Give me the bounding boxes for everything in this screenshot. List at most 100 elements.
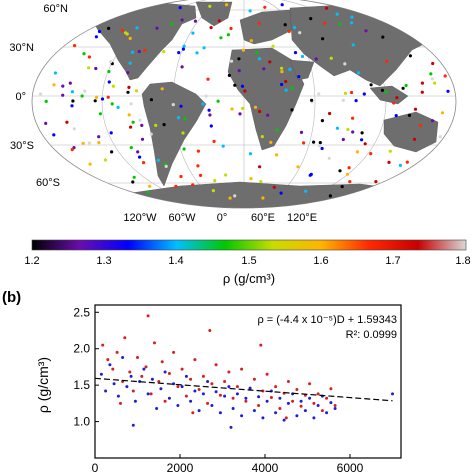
sample-dot xyxy=(226,33,230,37)
sample-dot xyxy=(216,99,220,103)
sample-dot xyxy=(94,95,99,99)
scatter-plot: 1.0 1.5 2.0 2.5 0 2000 4000 6000 ρ = (-4.4 x 1… xyxy=(73,304,402,474)
sample-dot xyxy=(208,4,212,8)
sample-dot xyxy=(217,19,221,23)
sample-dot xyxy=(387,160,391,164)
data-point xyxy=(227,370,231,374)
sample-dot xyxy=(97,29,102,34)
sample-dot xyxy=(268,60,272,64)
data-point xyxy=(299,399,303,403)
sample-dot xyxy=(44,121,48,125)
sample-dot xyxy=(191,31,195,35)
data-point xyxy=(218,411,222,415)
data-point xyxy=(116,394,120,398)
sample-dot xyxy=(335,126,339,130)
lon-label: 120°E xyxy=(287,212,317,224)
sample-dot xyxy=(275,153,279,157)
sample-dot xyxy=(394,114,398,118)
data-point xyxy=(193,389,197,393)
sample-dot xyxy=(283,23,287,27)
longitude-labels: 120°W 60°W 0° 60°E 120°E xyxy=(123,212,317,224)
sample-dot xyxy=(213,179,217,183)
data-point xyxy=(316,392,320,396)
sample-dot xyxy=(395,96,399,100)
y-tick-label: 1.0 xyxy=(73,415,90,429)
sample-dot xyxy=(135,26,139,30)
sample-dot xyxy=(360,131,364,135)
data-point xyxy=(180,367,184,371)
sample-dot xyxy=(111,84,115,88)
sample-dot xyxy=(341,98,345,102)
colorbar-tick: 1.4 xyxy=(168,255,183,267)
lat-label: 30°S xyxy=(10,140,34,152)
data-point xyxy=(153,341,156,345)
data-point xyxy=(131,423,135,427)
sample-dot xyxy=(335,12,339,16)
sample-dot xyxy=(385,59,389,63)
sample-dot xyxy=(412,137,417,141)
sample-dot xyxy=(70,104,74,108)
data-point xyxy=(180,385,184,389)
sample-dot xyxy=(261,196,265,200)
data-point xyxy=(303,409,307,413)
scatter-points xyxy=(99,314,394,429)
sample-dot xyxy=(83,89,87,93)
data-point xyxy=(163,399,167,403)
sample-dot xyxy=(109,60,113,64)
sample-dot xyxy=(129,102,133,106)
sample-dot xyxy=(127,113,131,117)
sample-dot xyxy=(202,46,206,50)
lat-label: 30°N xyxy=(9,42,34,54)
data-point xyxy=(235,385,239,389)
y-axis-ticks: 1.0 1.5 2.0 2.5 xyxy=(73,305,99,429)
data-point xyxy=(189,399,193,403)
sample-dot xyxy=(207,108,211,112)
sample-dot xyxy=(258,109,262,114)
sample-dot xyxy=(140,137,145,141)
sample-dot xyxy=(260,135,264,139)
sample-dot xyxy=(404,83,408,88)
data-point xyxy=(136,356,139,359)
data-point xyxy=(111,367,115,371)
sample-dot xyxy=(233,83,237,87)
sample-dot xyxy=(284,88,288,92)
sample-dot xyxy=(249,177,253,181)
sample-dot xyxy=(380,88,384,92)
sample-dot xyxy=(280,82,284,87)
data-point xyxy=(108,363,112,367)
sample-dot xyxy=(302,141,306,145)
data-point xyxy=(184,374,188,378)
regression-line xyxy=(94,377,393,402)
data-point xyxy=(206,380,210,383)
data-point xyxy=(176,385,180,389)
sample-dot xyxy=(310,98,314,102)
sample-dot xyxy=(178,6,182,10)
panel-b-tag: (b) xyxy=(2,289,21,306)
greenland xyxy=(195,1,233,27)
sample-dot xyxy=(438,135,442,139)
sample-dot xyxy=(156,158,160,162)
sample-dot xyxy=(176,116,181,120)
sample-dot xyxy=(248,9,252,13)
data-point xyxy=(172,382,176,386)
europe xyxy=(239,9,293,45)
data-point xyxy=(312,416,316,420)
sample-dot xyxy=(431,61,435,66)
sample-dot xyxy=(297,75,301,79)
sample-dot xyxy=(129,125,133,129)
data-point xyxy=(125,385,129,389)
sample-dot xyxy=(138,118,142,122)
sample-dot xyxy=(249,39,253,43)
sample-dot xyxy=(253,105,258,109)
sample-dot xyxy=(262,67,266,71)
sample-dot xyxy=(320,146,324,151)
sample-dot xyxy=(350,90,354,95)
data-point xyxy=(218,393,222,397)
sample-dot xyxy=(296,165,300,169)
data-point xyxy=(229,425,233,429)
data-point xyxy=(329,401,333,405)
data-point xyxy=(115,350,119,354)
sample-dot xyxy=(87,66,91,70)
sample-dot xyxy=(107,69,111,74)
